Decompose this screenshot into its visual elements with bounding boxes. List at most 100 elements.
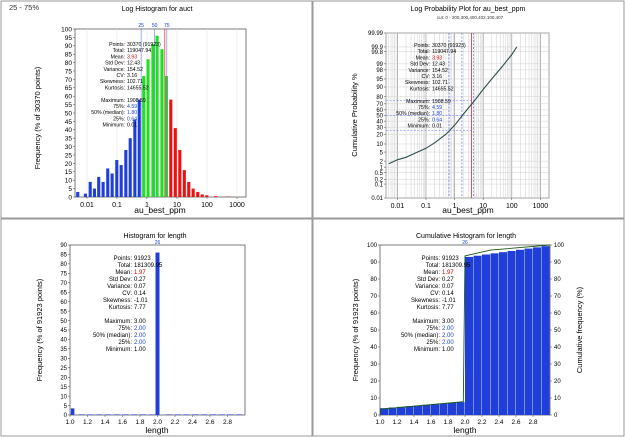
y-tick-label: 25	[60, 366, 67, 372]
stat-value: 0.27	[134, 277, 146, 283]
x-tick-label: 1.0	[65, 419, 74, 426]
histogram-bar	[175, 414, 181, 415]
y-tick-label: 30	[65, 144, 73, 151]
cumulative-bar	[405, 406, 414, 415]
histogram-bar	[201, 414, 208, 415]
histogram-bar	[182, 170, 186, 197]
stat-value: 3.16	[127, 73, 137, 79]
stat-label: Points:	[109, 42, 125, 48]
y-tick-label: 5	[380, 150, 384, 156]
y2-tick-label: 50	[554, 328, 561, 334]
y-tick-label: 40	[65, 127, 73, 134]
stat-value: 119047.94	[127, 48, 151, 54]
x-tick-label: 100	[201, 202, 213, 209]
y-tick-label: 70	[60, 281, 67, 287]
stat-label: 75%:	[426, 326, 440, 332]
y2-axis-label: Cumulative frequency (%)	[575, 286, 584, 373]
stat-value: 7.77	[442, 305, 454, 311]
chart-title: Log Probability Plot for au_best_ppm	[411, 6, 526, 13]
x-tick-label: 1.8	[135, 419, 144, 426]
y2-tick-label: 90	[554, 260, 561, 266]
stat-value: 1.97	[134, 270, 146, 276]
stat-value: 2.00	[442, 326, 454, 332]
cumulative-bar	[414, 405, 423, 415]
x-tick-label: 1.2	[83, 419, 92, 426]
cumulative-bar	[541, 246, 550, 415]
y-tick-label: 5	[64, 404, 68, 410]
stat-value: 3.16	[432, 74, 442, 80]
histogram-bar	[119, 165, 123, 197]
stat-label: Mean:	[416, 55, 430, 61]
peak-mark: 26	[155, 240, 161, 246]
y-tick-label: 90	[370, 260, 377, 266]
stat-label: Std Dev:	[105, 61, 125, 67]
stat-label: Variance:	[103, 67, 125, 73]
histogram-bar	[131, 414, 138, 415]
y-tick-label: 80	[370, 277, 377, 283]
stat-label: CV:	[117, 73, 125, 79]
stat-label: Mean:	[115, 270, 132, 276]
x-tick-label: 1.4	[409, 419, 418, 426]
y-axis-label: Cumulative Probability %	[350, 73, 359, 157]
stat-label: Variance:	[415, 284, 440, 290]
stat-value: 0.01	[432, 124, 442, 130]
stat-label: Total:	[418, 49, 430, 55]
histogram-bar	[101, 181, 105, 197]
stat-label: 25%:	[118, 340, 132, 346]
stat-value: 181309.95	[442, 263, 471, 269]
y-tick-label: 95	[65, 35, 73, 42]
histogram-bar	[113, 414, 120, 415]
y-tick-label: 0.1	[375, 182, 384, 188]
histogram-bar	[173, 128, 177, 197]
stat-label: Points:	[414, 43, 430, 49]
stat-label: Maximum:	[406, 99, 430, 105]
stat-value: 91923	[134, 256, 151, 262]
stat-label: 50% (median):	[93, 333, 132, 339]
cumulative-bar	[465, 256, 474, 415]
stat-label: Minimum:	[408, 124, 430, 130]
stat-value: 0.14	[134, 291, 146, 297]
stat-value: 0.07	[442, 284, 454, 290]
stat-label: Total:	[118, 263, 133, 269]
y2-tick-label: 0	[554, 413, 558, 419]
histogram-bar	[178, 149, 182, 197]
stat-label: 25%:	[418, 117, 430, 123]
stat-value: 2.00	[134, 340, 146, 346]
stat-label: Std Dev:	[109, 277, 132, 283]
y-tick-label: 60	[65, 94, 73, 101]
cumulative-bar	[473, 255, 482, 415]
stat-label: Maximum:	[104, 319, 132, 325]
y-tick-label: 65	[65, 85, 73, 92]
quartile-mark: 50	[152, 23, 158, 29]
histogram-bar	[183, 414, 190, 415]
log-probability-chart: Log Probability Plot for au_best_ppm cut…	[350, 6, 550, 215]
y-tick-label: 30	[376, 125, 383, 131]
stat-label: Skewness:	[100, 79, 125, 85]
y-tick-label: 20	[376, 132, 383, 138]
stat-value: 102.71	[432, 80, 448, 86]
histogram-bar	[205, 195, 209, 197]
y-tick-label: 99.99	[368, 31, 384, 37]
histogram-bar	[142, 76, 146, 197]
histogram-bar	[97, 176, 101, 197]
stat-value: 1.80	[127, 110, 137, 116]
cumulative-bar	[422, 404, 431, 415]
stat-label: 50% (median):	[91, 110, 125, 116]
histogram-bar	[78, 414, 85, 415]
stat-value: 1908.59	[432, 99, 451, 105]
stat-value: 3.93	[432, 55, 442, 61]
y-tick-label: 55	[60, 309, 67, 315]
stat-label: Skewness:	[103, 298, 132, 304]
y-tick-label: 15	[65, 169, 73, 176]
histogram-bar	[187, 181, 191, 197]
stat-value: 91923	[442, 256, 459, 262]
histogram-bar	[226, 196, 230, 197]
y-axis-label: Frequency (% of 30370 points)	[33, 66, 42, 169]
cumulative-histogram-chart: Cumulative Histogram for length 26 0 10 20…	[351, 233, 584, 435]
x-axis-label: length	[453, 425, 476, 435]
x-tick-label: 2.8	[223, 419, 232, 426]
y-tick-label: 98	[376, 68, 383, 74]
stat-value: 2.00	[134, 333, 146, 339]
stat-value: 1.00	[442, 347, 454, 353]
